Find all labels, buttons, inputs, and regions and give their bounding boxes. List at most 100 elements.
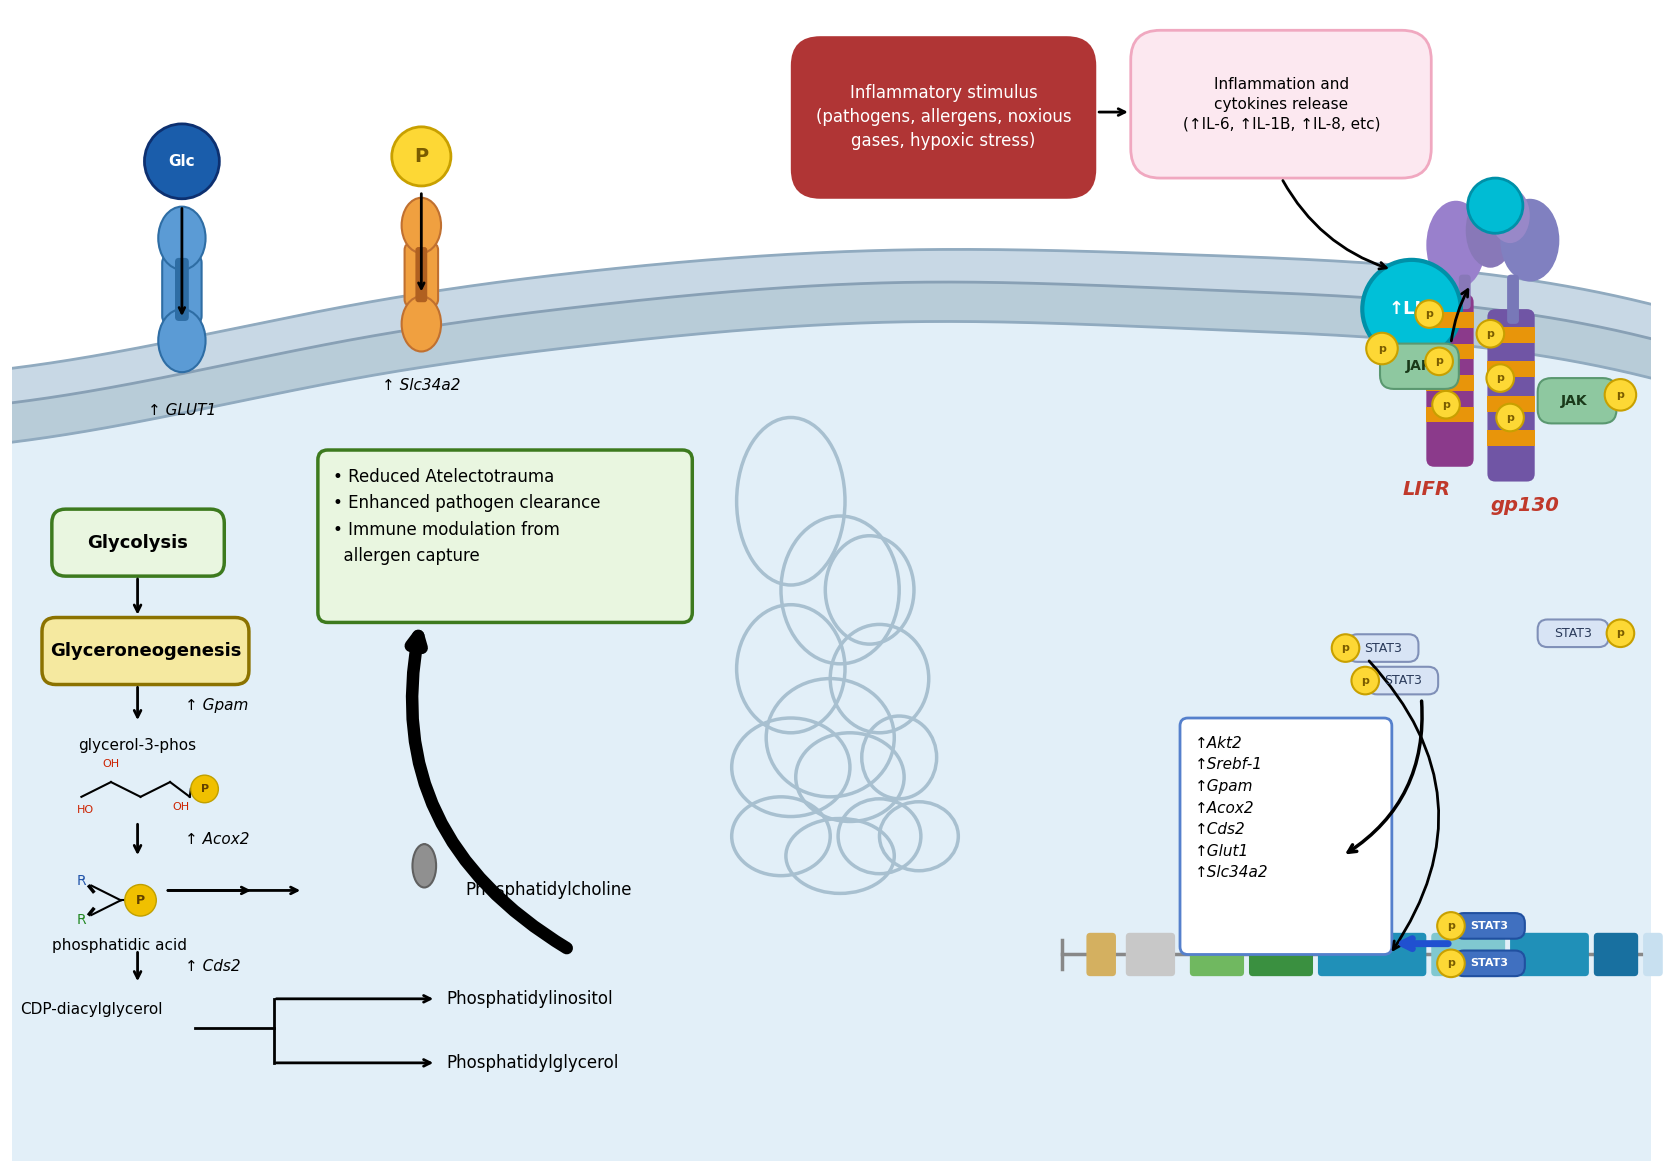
Bar: [1487, 362, 1535, 377]
FancyBboxPatch shape: [163, 255, 201, 324]
FancyBboxPatch shape: [1131, 30, 1432, 178]
Text: STAT3: STAT3: [1470, 921, 1508, 931]
FancyBboxPatch shape: [1487, 309, 1535, 482]
Text: Glycolysis: Glycolysis: [86, 534, 188, 551]
Circle shape: [191, 776, 218, 803]
Text: p: p: [1616, 628, 1625, 639]
FancyBboxPatch shape: [1347, 634, 1419, 662]
Text: ↑ Cds2: ↑ Cds2: [185, 958, 241, 973]
Bar: [1427, 376, 1473, 391]
Text: R: R: [76, 874, 86, 888]
Circle shape: [1605, 379, 1636, 411]
Text: STAT3: STAT3: [1384, 674, 1422, 687]
Text: LIFR: LIFR: [1402, 480, 1450, 498]
Text: p: p: [1379, 344, 1385, 353]
Text: HO: HO: [76, 805, 93, 814]
Text: glycerol-3-phos: glycerol-3-phos: [78, 738, 196, 752]
Text: Phosphatidylinositol: Phosphatidylinositol: [446, 990, 612, 1007]
Text: R: R: [76, 913, 86, 927]
Text: OH: OH: [171, 801, 190, 812]
Text: Glyceroneogenesis: Glyceroneogenesis: [50, 642, 241, 660]
Circle shape: [1437, 913, 1465, 940]
Circle shape: [1468, 178, 1523, 233]
Polygon shape: [12, 249, 1651, 442]
Ellipse shape: [158, 309, 206, 372]
Circle shape: [1352, 667, 1379, 694]
FancyBboxPatch shape: [1367, 667, 1438, 694]
Text: ↑ Acox2: ↑ Acox2: [185, 832, 249, 847]
Ellipse shape: [1490, 188, 1530, 243]
Text: p: p: [1616, 390, 1625, 400]
Text: P: P: [136, 894, 145, 907]
Circle shape: [1425, 347, 1453, 376]
Text: p: p: [1507, 413, 1513, 422]
Text: p: p: [1447, 921, 1455, 931]
FancyBboxPatch shape: [1643, 932, 1663, 976]
Text: ↑Akt2
↑Srebf-1
↑Gpam
↑Acox2
↑Cds2
↑Glut1
↑Slc34a2: ↑Akt2 ↑Srebf-1 ↑Gpam ↑Acox2 ↑Cds2 ↑Glut1…: [1194, 736, 1269, 880]
Ellipse shape: [158, 207, 206, 270]
FancyBboxPatch shape: [1249, 932, 1314, 976]
Text: gp130: gp130: [1490, 496, 1560, 515]
Circle shape: [1477, 319, 1503, 347]
Text: p: p: [1435, 357, 1443, 366]
Ellipse shape: [1500, 199, 1560, 282]
FancyBboxPatch shape: [42, 618, 249, 684]
FancyBboxPatch shape: [792, 36, 1096, 199]
FancyBboxPatch shape: [1538, 378, 1616, 424]
Circle shape: [145, 124, 220, 199]
FancyBboxPatch shape: [1126, 932, 1176, 976]
Text: ↑ GLUT1: ↑ GLUT1: [148, 402, 216, 418]
FancyBboxPatch shape: [175, 257, 190, 321]
Circle shape: [125, 885, 156, 916]
Circle shape: [1432, 391, 1460, 419]
Text: STAT3: STAT3: [1364, 641, 1402, 654]
Circle shape: [1367, 332, 1399, 364]
Text: p: p: [1425, 309, 1434, 319]
FancyBboxPatch shape: [52, 509, 225, 576]
FancyBboxPatch shape: [1458, 275, 1470, 309]
Ellipse shape: [412, 844, 436, 888]
Text: STAT3: STAT3: [1470, 958, 1508, 969]
Text: P: P: [201, 784, 208, 794]
FancyBboxPatch shape: [1510, 932, 1588, 976]
Text: CDP-diacylglycerol: CDP-diacylglycerol: [20, 1002, 163, 1017]
Circle shape: [1497, 404, 1523, 432]
Text: p: p: [1497, 373, 1503, 383]
Text: • Reduced Atelectotrauma
• Enhanced pathogen clearance
• Immune modulation from
: • Reduced Atelectotrauma • Enhanced path…: [333, 468, 600, 565]
Bar: [1427, 344, 1473, 359]
Polygon shape: [12, 322, 1651, 1162]
Text: ↑ Slc34a2: ↑ Slc34a2: [382, 378, 461, 393]
Circle shape: [1362, 260, 1460, 358]
Text: p: p: [1487, 329, 1495, 339]
Circle shape: [392, 126, 451, 186]
Text: p: p: [1362, 675, 1369, 686]
FancyBboxPatch shape: [1319, 932, 1427, 976]
Text: STAT3: STAT3: [1555, 627, 1591, 640]
Ellipse shape: [1427, 201, 1485, 289]
Text: ↑LIF: ↑LIF: [1389, 301, 1434, 318]
Bar: [1487, 395, 1535, 412]
Text: Inflammatory stimulus
(pathogens, allergens, noxious
gases, hypoxic stress): Inflammatory stimulus (pathogens, allerg…: [817, 84, 1071, 150]
Ellipse shape: [402, 296, 441, 351]
Circle shape: [1332, 634, 1359, 662]
Text: ↑ Gpam: ↑ Gpam: [185, 697, 248, 713]
Text: Phosphatidylglycerol: Phosphatidylglycerol: [446, 1054, 619, 1072]
Ellipse shape: [1465, 193, 1515, 268]
Ellipse shape: [402, 198, 441, 253]
FancyBboxPatch shape: [1189, 932, 1244, 976]
Text: Inflammation and
cytokines release
(↑IL-6, ↑IL-1B, ↑IL-8, etc): Inflammation and cytokines release (↑IL-…: [1182, 77, 1380, 131]
Circle shape: [1437, 950, 1465, 977]
Text: p: p: [1342, 644, 1349, 653]
Circle shape: [1606, 619, 1635, 647]
FancyBboxPatch shape: [1380, 344, 1458, 388]
Circle shape: [1415, 301, 1443, 328]
Bar: [1487, 431, 1535, 446]
FancyBboxPatch shape: [1453, 913, 1525, 938]
FancyBboxPatch shape: [1086, 932, 1116, 976]
Circle shape: [1487, 364, 1513, 392]
FancyBboxPatch shape: [416, 247, 427, 302]
Bar: [1487, 326, 1535, 343]
FancyBboxPatch shape: [1593, 932, 1638, 976]
Text: OH: OH: [103, 759, 120, 769]
FancyBboxPatch shape: [318, 450, 692, 622]
